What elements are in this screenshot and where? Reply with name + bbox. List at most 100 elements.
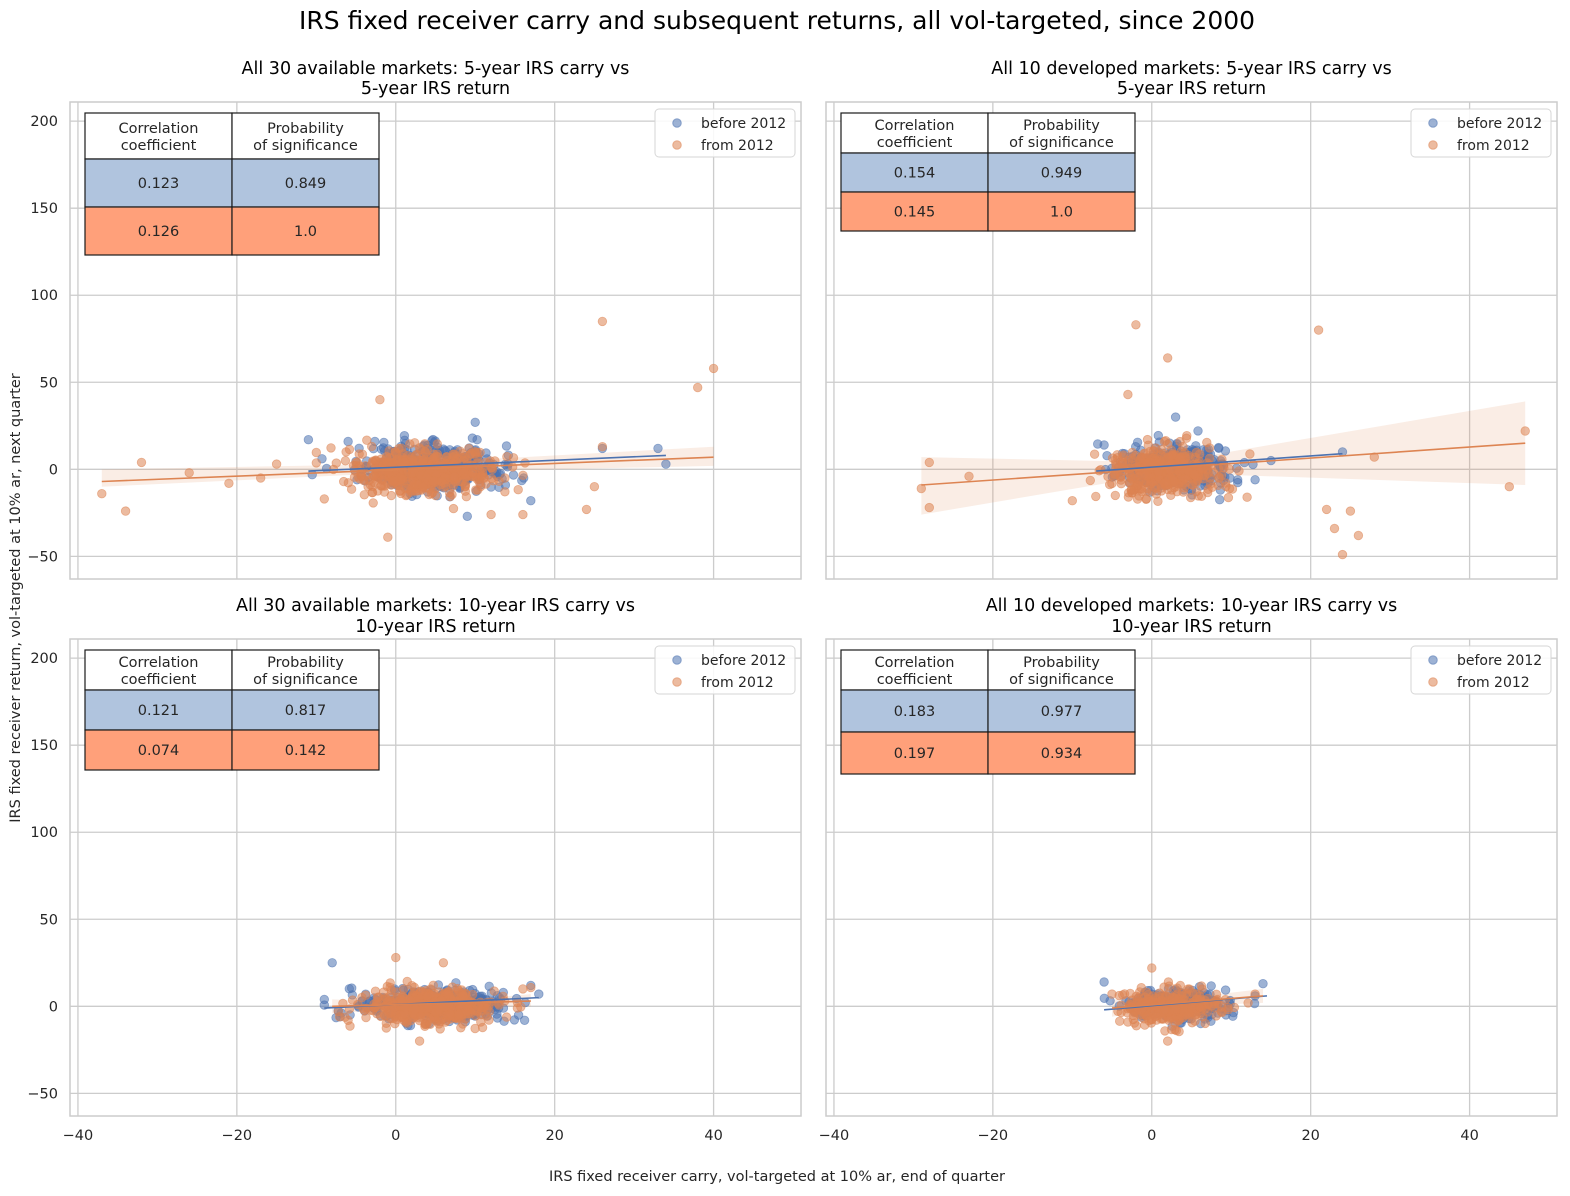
scatter-point bbox=[415, 444, 426, 455]
x-tick-label: −20 bbox=[978, 1128, 1009, 1144]
scatter-point bbox=[500, 487, 510, 497]
legend-label: before 2012 bbox=[701, 653, 786, 669]
scatter-point bbox=[1123, 492, 1134, 502]
table-header-text: Probability bbox=[1023, 655, 1100, 671]
y-tick-label: 100 bbox=[30, 825, 58, 841]
scatter-point bbox=[1198, 1012, 1208, 1022]
subplot-title-line: All 10 developed markets: 10-year IRS ca… bbox=[986, 596, 1398, 616]
table-header-text: Correlation bbox=[119, 121, 199, 137]
table-header-text: coefficient bbox=[877, 672, 953, 688]
scatter-point bbox=[340, 456, 351, 466]
scatter-point bbox=[467, 989, 478, 1000]
regression-line bbox=[308, 454, 666, 472]
scatter-point bbox=[1162, 353, 1173, 363]
scatter-point bbox=[1107, 478, 1117, 489]
table-header-cell bbox=[84, 112, 233, 160]
scatter-point bbox=[1223, 492, 1234, 503]
y-tick-label: 150 bbox=[30, 738, 58, 754]
subplot-2: All 10 developed markets: 5-year IRS car… bbox=[825, 59, 1558, 580]
scatter-point bbox=[456, 1023, 466, 1033]
scatter-point bbox=[964, 471, 974, 482]
legend-marker bbox=[672, 140, 682, 150]
legend-marker bbox=[1428, 655, 1438, 665]
scatter-point bbox=[1504, 482, 1515, 492]
subplot-1: All 30 available markets: 5-year IRS car… bbox=[27, 59, 802, 580]
scatter-point bbox=[379, 437, 389, 448]
table-cell-value: 1.0 bbox=[1050, 205, 1073, 221]
scatter-point bbox=[418, 482, 428, 492]
scatter-point bbox=[1170, 1024, 1180, 1035]
table-cell bbox=[231, 689, 380, 731]
scatter-point bbox=[501, 1012, 512, 1022]
table-cell-value: 0.145 bbox=[894, 205, 936, 221]
scatter-point bbox=[391, 952, 401, 963]
scatter-point bbox=[1141, 987, 1152, 998]
scatter-point bbox=[1229, 1002, 1240, 1013]
scatter-point bbox=[448, 503, 459, 514]
scatter-point bbox=[1203, 468, 1213, 478]
scatter-point bbox=[1116, 475, 1126, 485]
scatter-point bbox=[224, 478, 234, 489]
table-cell-value: 0.934 bbox=[1041, 746, 1083, 762]
scatter-point bbox=[479, 472, 489, 483]
table-cell bbox=[84, 729, 233, 771]
scatter-point bbox=[1128, 1010, 1139, 1021]
scatter-point bbox=[359, 490, 370, 500]
table-header-text: Correlation bbox=[875, 118, 955, 134]
table-header-text: Probability bbox=[267, 655, 344, 671]
scatter-point bbox=[489, 986, 499, 996]
scatter-point bbox=[1202, 487, 1213, 498]
legend-label: from 2012 bbox=[1457, 138, 1530, 154]
table-cell bbox=[840, 731, 989, 775]
x-tick-label: 20 bbox=[545, 1128, 563, 1144]
y-axis-label: IRS fixed receiver return, vol-targeted … bbox=[8, 373, 24, 822]
scatter-point bbox=[486, 509, 496, 520]
scatter-point bbox=[1153, 430, 1164, 441]
y-tick-label: 200 bbox=[30, 114, 58, 130]
scatter-point bbox=[369, 471, 379, 481]
x-tick-label: −40 bbox=[63, 1128, 94, 1144]
scatter-point bbox=[924, 502, 935, 513]
scatter-point bbox=[1313, 325, 1324, 335]
scatter-point bbox=[1141, 494, 1152, 504]
scatter-point bbox=[1194, 449, 1205, 459]
scatter-point bbox=[1131, 320, 1141, 330]
scatter-point bbox=[476, 1017, 486, 1027]
legend-label: from 2012 bbox=[701, 138, 774, 154]
scatter-point bbox=[434, 1004, 444, 1014]
scatter-point bbox=[502, 452, 512, 462]
scatter-point bbox=[1162, 439, 1173, 449]
scatter-point bbox=[1175, 980, 1186, 991]
scatter-point bbox=[435, 1016, 446, 1027]
scatter-point bbox=[1214, 495, 1225, 505]
subplot-3: All 30 available markets: 10-year IRS ca… bbox=[27, 596, 802, 1144]
scatter-point bbox=[1143, 440, 1154, 450]
table-header-text: of significance bbox=[253, 672, 358, 688]
series-from-2012 bbox=[333, 952, 536, 1046]
scatter-point bbox=[327, 958, 337, 968]
table-cell-value: 0.949 bbox=[1041, 166, 1083, 182]
scatter-point bbox=[375, 395, 385, 405]
scatter-point bbox=[1193, 426, 1203, 436]
scatter-point bbox=[462, 511, 473, 522]
regression-line bbox=[921, 442, 1526, 486]
table-cell-value: 0.154 bbox=[894, 166, 936, 182]
scatter-point bbox=[693, 382, 703, 393]
y-tick-label: 0 bbox=[49, 999, 58, 1015]
scatter-point bbox=[339, 476, 349, 487]
scatter-point bbox=[418, 455, 429, 465]
scatter-point bbox=[519, 1015, 530, 1026]
scatter-point bbox=[402, 976, 412, 987]
table-header-cell bbox=[840, 649, 989, 691]
scatter-point bbox=[343, 436, 353, 447]
scatter-point bbox=[120, 506, 131, 516]
scatter-point bbox=[467, 468, 478, 478]
scatter-point bbox=[1099, 977, 1109, 987]
axes-frame bbox=[825, 638, 1558, 1117]
scatter-point bbox=[383, 532, 393, 542]
series-from-2012 bbox=[1107, 963, 1260, 1046]
scatter-point bbox=[1160, 1005, 1170, 1015]
y-tick-label: 50 bbox=[40, 375, 58, 391]
scatter-point bbox=[490, 456, 500, 466]
